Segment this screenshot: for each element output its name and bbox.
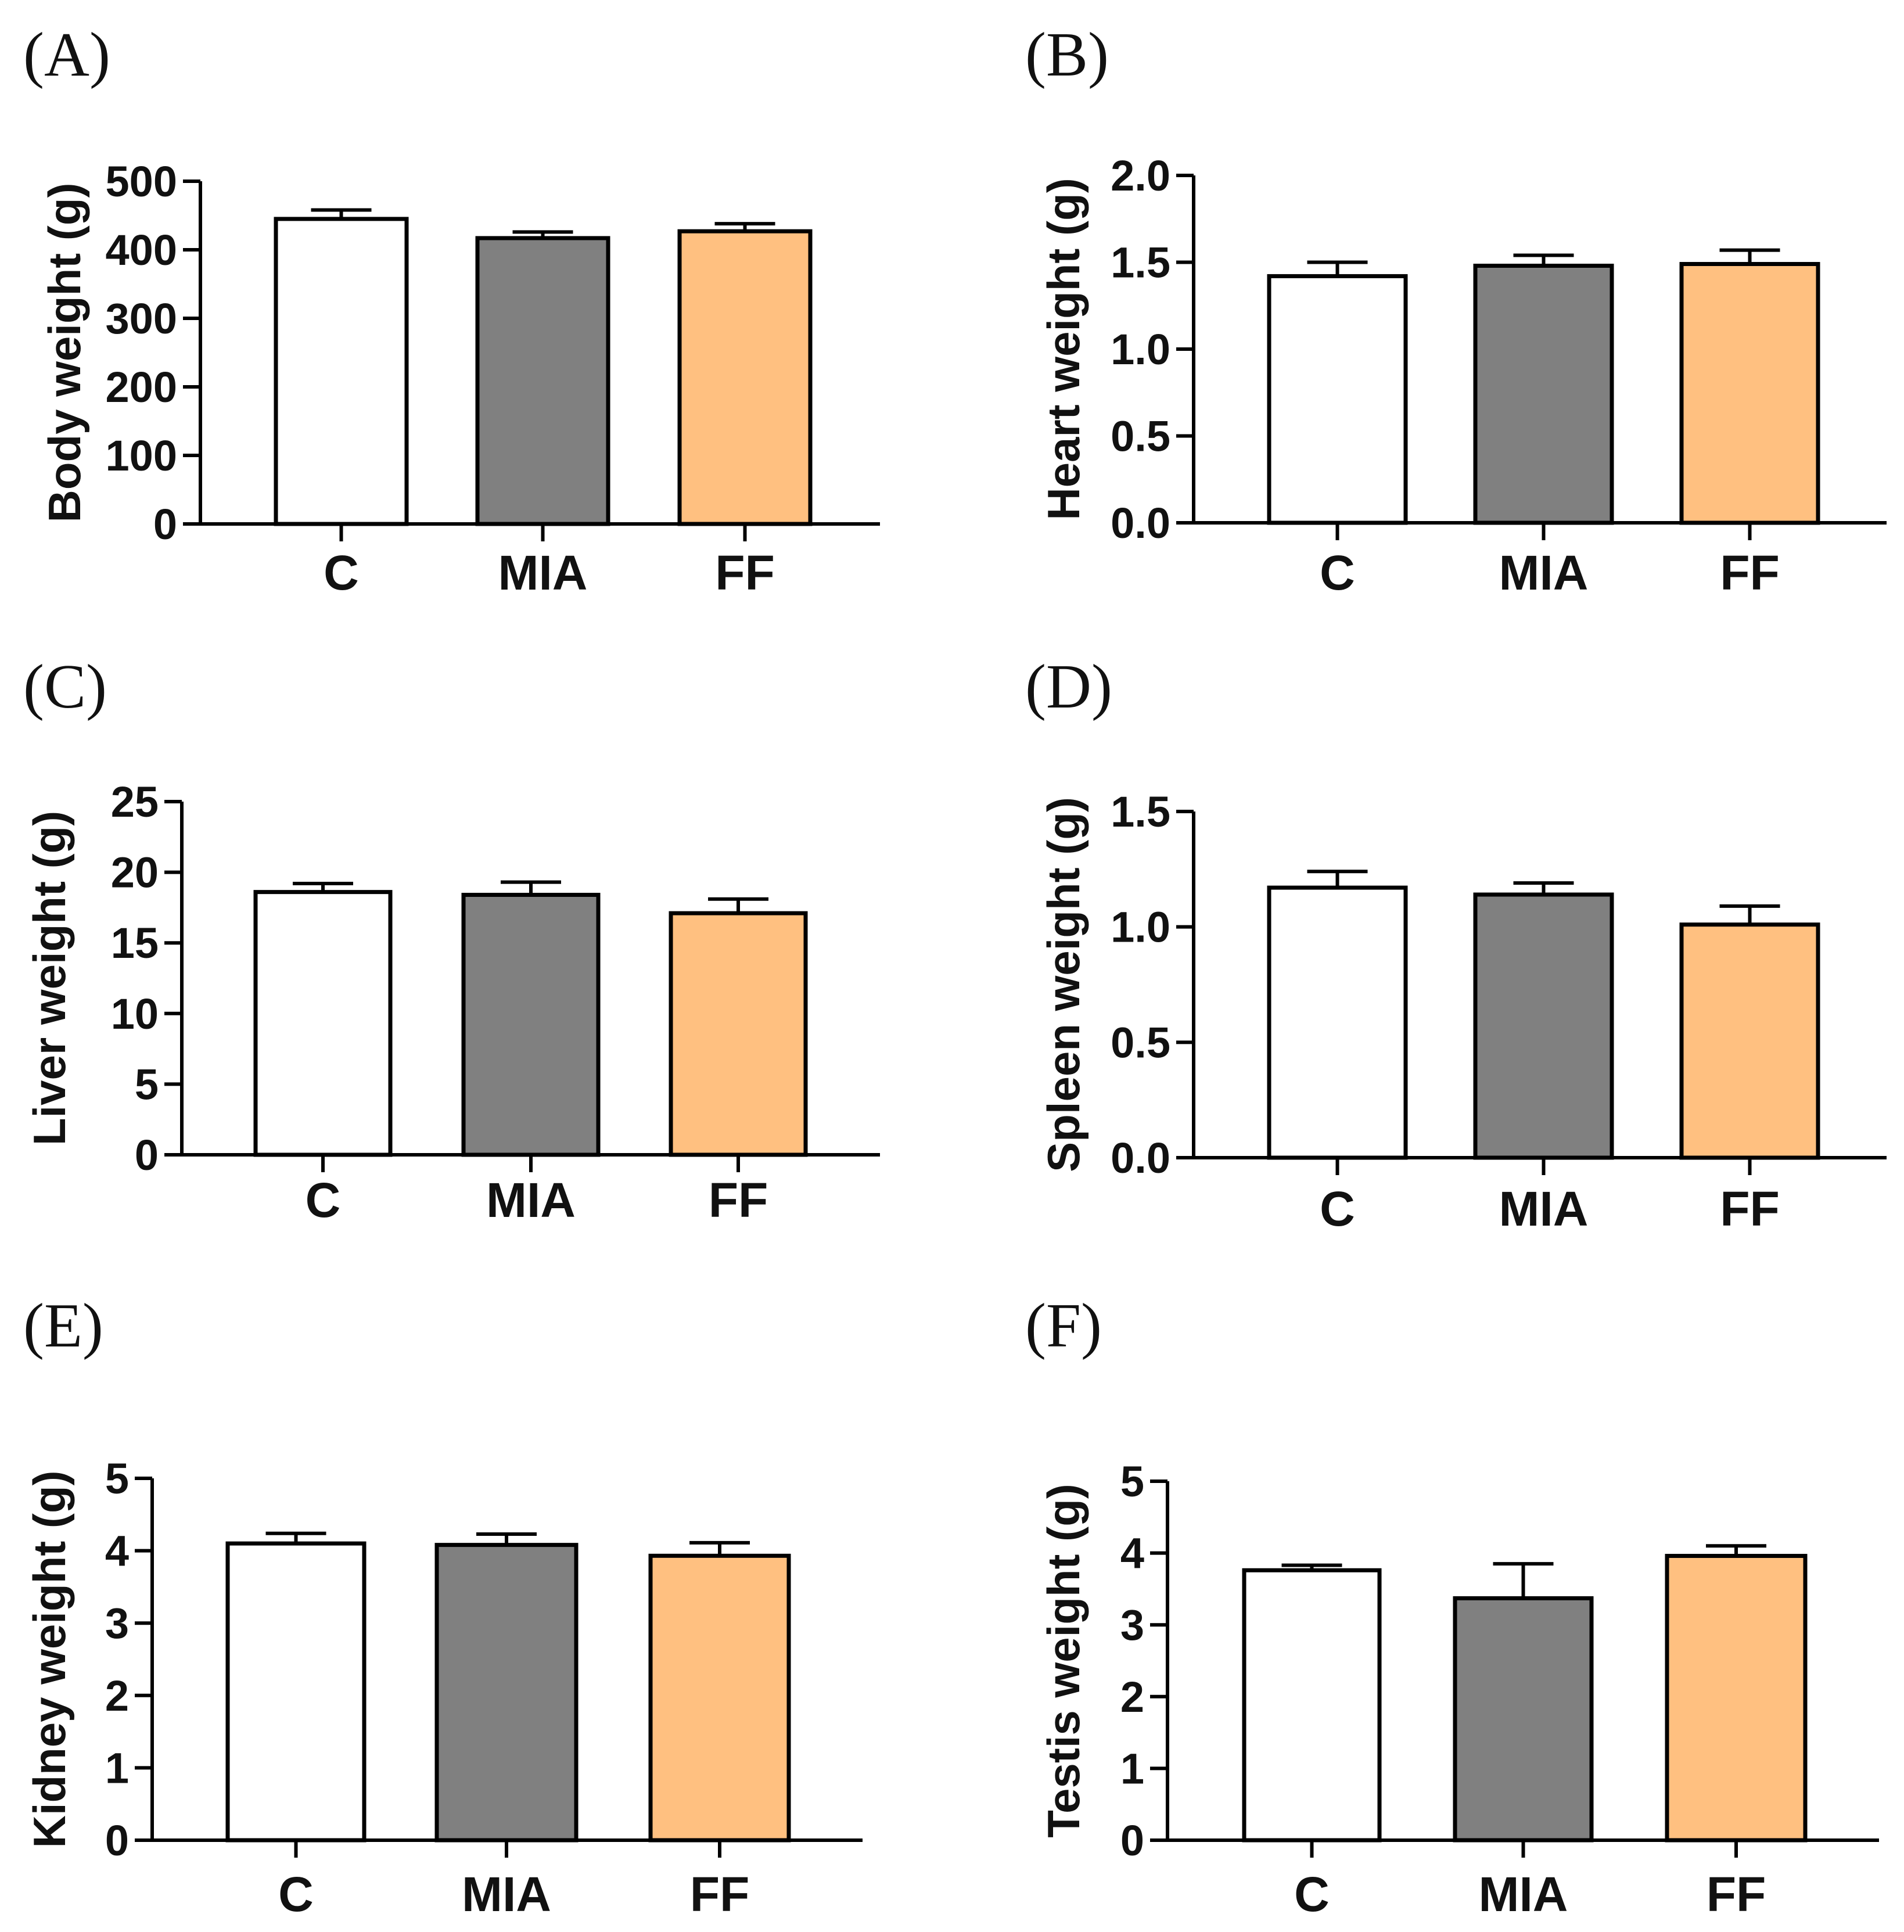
bar-ff xyxy=(677,229,813,526)
error-bar xyxy=(1719,248,1780,264)
bar-ff xyxy=(669,911,808,1157)
y-tick-label: 2 xyxy=(1120,1673,1144,1721)
panel-label: (E) xyxy=(23,1291,103,1360)
panel-label: (F) xyxy=(1025,1291,1102,1360)
y-tick-label: 0 xyxy=(1120,1816,1144,1865)
panel-b: (B) Heart weight (g) 0.0 0.5 1.0 1.5 2.0 C MIA FF xyxy=(1025,20,1887,600)
y-tick-label: 0 xyxy=(105,1816,129,1865)
bar-c xyxy=(253,890,393,1157)
y-tick-label: 1.5 xyxy=(1111,239,1170,287)
y-tick-label: 1 xyxy=(105,1744,129,1792)
x-category-label: FF xyxy=(1720,545,1780,600)
y-tick-label: 1 xyxy=(1120,1744,1144,1793)
panel-d: (D) Spleen weight (g) 0.0 0.5 1.0 1.5 C MIA FF xyxy=(1025,652,1887,1236)
x-category-label: MIA xyxy=(1499,545,1589,600)
x-category-label: FF xyxy=(690,1867,750,1922)
x-category-label: FF xyxy=(1720,1182,1780,1236)
y-tick-label: 0.5 xyxy=(1111,412,1170,461)
bar-mia xyxy=(475,236,610,526)
y-tick-label: 15 xyxy=(111,919,159,967)
y-tick-label: 1.0 xyxy=(1111,325,1170,374)
y-axis-label: Kidney weight (g) xyxy=(24,1471,75,1848)
x-category-label: C xyxy=(278,1867,314,1922)
bar-ff xyxy=(1679,261,1820,525)
x-category-label: C xyxy=(306,1173,341,1227)
y-axis-label: Spleen weight (g) xyxy=(1038,797,1089,1172)
y-tick-label: 2 xyxy=(105,1672,129,1720)
panel-label: (B) xyxy=(1025,20,1109,89)
y-tick-label: 1.5 xyxy=(1111,788,1170,836)
x-category-label: MIA xyxy=(1479,1867,1568,1922)
y-tick-label: 20 xyxy=(111,849,159,897)
error-bar xyxy=(1493,1562,1554,1599)
y-tick-label: 5 xyxy=(1120,1457,1144,1506)
y-axis-label: Testis weight (g) xyxy=(1038,1484,1089,1838)
error-bar xyxy=(708,897,768,914)
y-tick-label: 1.0 xyxy=(1111,903,1170,951)
bar-mia xyxy=(434,1543,579,1843)
y-tick-label: 10 xyxy=(111,990,159,1038)
error-bar xyxy=(1307,260,1368,276)
bar-ff xyxy=(1679,922,1820,1160)
y-tick-label: 0.0 xyxy=(1111,499,1170,547)
y-tick-label: 5 xyxy=(105,1455,129,1503)
x-category-label: MIA xyxy=(486,1173,576,1227)
bar-mia xyxy=(1453,1596,1594,1843)
y-tick-label: 500 xyxy=(106,157,177,206)
error-bar xyxy=(689,1540,750,1556)
y-tick-label: 4 xyxy=(1120,1529,1144,1578)
x-category-label: FF xyxy=(709,1173,768,1227)
y-tick-label: 4 xyxy=(105,1527,129,1575)
x-category-label: MIA xyxy=(462,1867,551,1922)
panel-label: (A) xyxy=(23,20,110,89)
y-axis-label: Body weight (g) xyxy=(39,183,90,523)
x-category-label: C xyxy=(324,545,359,600)
y-axis-label: Heart weight (g) xyxy=(1038,178,1089,520)
y-tick-label: 3 xyxy=(1120,1601,1144,1649)
bar-mia xyxy=(1473,263,1614,525)
panel-e: (E) Kidney weight (g) 0 1 2 3 4 5 C MIA FF xyxy=(23,1291,863,1922)
panel-a: (A) Body weight (g) 0 100 200 300 400 500 C MIA FF xyxy=(23,20,880,600)
error-bar xyxy=(1719,904,1780,925)
bar-c xyxy=(225,1541,367,1843)
bar-c xyxy=(1267,885,1408,1160)
bar-c xyxy=(274,217,409,526)
y-tick-label: 400 xyxy=(106,226,177,274)
panel-f: (F) Testis weight (g) 0 1 2 3 4 5 C MIA FF xyxy=(1025,1291,1879,1922)
x-category-label: C xyxy=(1320,545,1355,600)
y-tick-label: 0 xyxy=(135,1131,159,1179)
y-tick-label: 100 xyxy=(106,432,177,480)
y-tick-label: 200 xyxy=(106,363,177,411)
y-tick-label: 25 xyxy=(111,778,159,826)
panel-c: (C) Liver weight (g) 0 5 10 15 20 25 C MIA FF xyxy=(23,652,880,1227)
x-category-label: FF xyxy=(1707,1867,1766,1922)
error-bar xyxy=(1307,870,1368,888)
x-category-label: C xyxy=(1320,1182,1355,1236)
y-tick-label: 0.5 xyxy=(1111,1018,1170,1066)
bar-mia xyxy=(1473,892,1614,1160)
panel-label: (C) xyxy=(23,652,107,721)
x-category-label: FF xyxy=(715,545,775,600)
x-category-label: MIA xyxy=(1499,1182,1589,1236)
bar-mia xyxy=(461,893,601,1157)
y-tick-label: 5 xyxy=(135,1060,159,1108)
y-tick-label: 2.0 xyxy=(1111,152,1170,200)
y-axis-label: Liver weight (g) xyxy=(24,811,75,1145)
error-bar xyxy=(501,880,561,895)
y-tick-label: 3 xyxy=(105,1599,129,1647)
bar-ff xyxy=(648,1553,791,1843)
x-category-label: MIA xyxy=(498,545,588,600)
y-tick-label: 300 xyxy=(106,295,177,343)
y-tick-label: 0.0 xyxy=(1111,1134,1170,1182)
bar-c xyxy=(1242,1568,1382,1843)
y-tick-label: 0 xyxy=(153,500,177,548)
bar-c xyxy=(1267,274,1408,525)
bar-ff xyxy=(1665,1554,1808,1843)
x-category-label: C xyxy=(1294,1867,1330,1922)
panel-label: (D) xyxy=(1025,652,1112,721)
